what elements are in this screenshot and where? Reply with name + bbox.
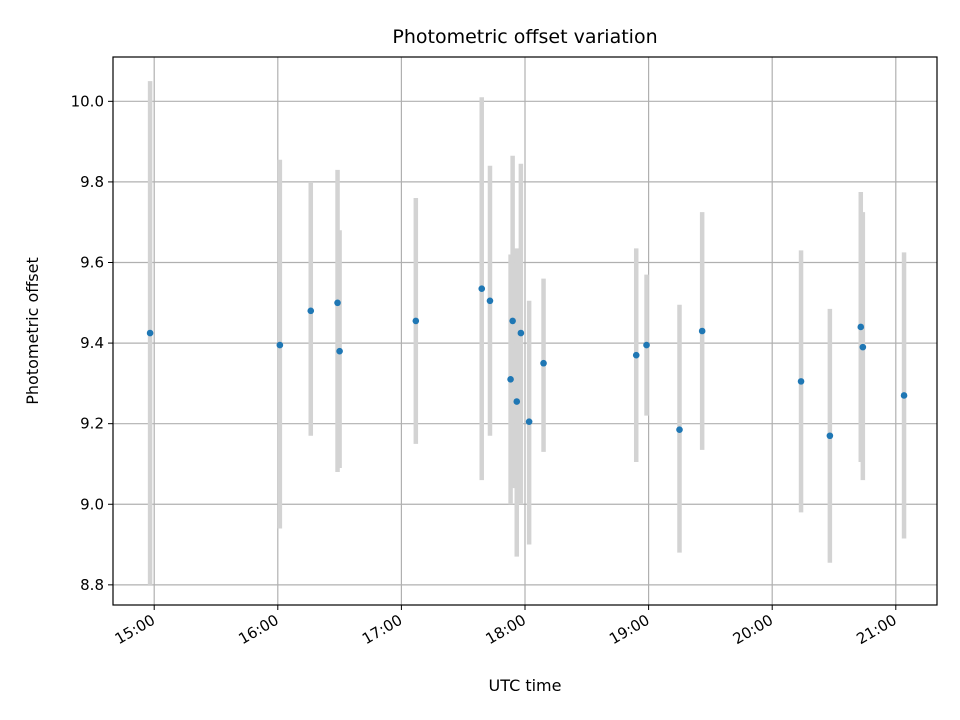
x-tick-label: 19:00: [606, 611, 652, 648]
error-bars: [147, 81, 907, 585]
y-tick-label: 9.8: [80, 173, 104, 191]
data-point: [859, 343, 867, 351]
data-point: [517, 329, 525, 337]
y-tick-label: 9.2: [80, 415, 104, 433]
data-point: [826, 432, 834, 440]
data-point: [507, 376, 514, 383]
data-point: [412, 317, 420, 325]
data-point: [336, 347, 343, 355]
data-point: [486, 297, 494, 305]
y-axis-label: Photometric offset: [23, 257, 42, 405]
data-point: [797, 378, 805, 385]
data-point: [478, 285, 486, 292]
y-tick-label: 9.6: [80, 254, 104, 272]
x-tick-label: 15:00: [112, 611, 158, 648]
data-point: [643, 341, 650, 349]
data-point: [334, 299, 341, 307]
x-tick-label: 17:00: [359, 611, 405, 648]
x-tick-label: 21:00: [853, 611, 899, 648]
data-point: [632, 351, 640, 359]
y-tick-label: 9.4: [80, 334, 104, 352]
data-points: [146, 285, 908, 440]
data-point: [525, 418, 533, 425]
y-tick-label: 9.0: [80, 495, 104, 513]
data-point: [540, 359, 547, 367]
data-point: [307, 307, 315, 315]
data-point: [509, 317, 516, 325]
y-tick-label: 8.8: [80, 576, 104, 594]
chart-title: Photometric offset variation: [392, 26, 657, 48]
x-tick-label: 18:00: [483, 611, 529, 648]
grid: [113, 57, 937, 605]
data-point: [513, 398, 521, 405]
data-point: [146, 329, 154, 337]
data-point: [676, 426, 683, 434]
data-point: [276, 341, 284, 349]
axis-ticks: 15:00 16:00 17:00 18:00 19:00 20:00 21:00 8.8 9.…: [71, 92, 900, 648]
data-point: [857, 323, 865, 331]
data-point: [698, 327, 706, 335]
x-tick-label: 20:00: [730, 611, 776, 648]
x-tick-label: 16:00: [235, 611, 281, 648]
x-axis-label: UTC time: [489, 676, 562, 695]
data-point: [900, 392, 908, 399]
y-tick-label: 10.0: [71, 92, 104, 110]
